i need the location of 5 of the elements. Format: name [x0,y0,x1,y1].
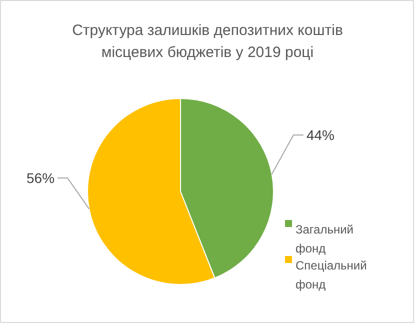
data-label: 56% [26,170,55,186]
data-label: 44% [306,126,334,143]
legend-label: Спеціальний фонд [296,258,367,292]
legend-label: Загальний фонд [296,222,354,256]
chart-title: Структура залишків депозитних коштів місцевих бюджетів у 2019 році [72,22,343,61]
